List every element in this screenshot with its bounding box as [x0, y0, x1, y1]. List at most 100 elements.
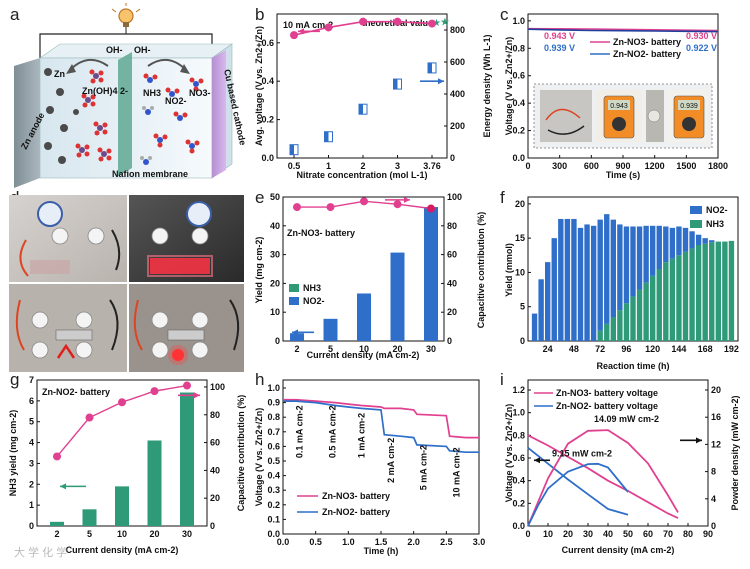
b-energy-point-fill	[428, 62, 432, 73]
b-energy-point-fill	[324, 131, 329, 142]
i-y-tick-label: 0.6	[512, 453, 525, 463]
e-legend-no2-swatch	[289, 297, 299, 305]
panel-label-h: h	[255, 370, 264, 389]
h-current-annotation: 1 mA cm-2	[357, 413, 367, 458]
b-y-tick-label: 0.2	[261, 115, 274, 125]
b-x-tick-label: 1	[326, 161, 331, 171]
panel-b-frame	[276, 13, 448, 159]
h-current-annotation: 5 mA cm-2	[419, 445, 429, 490]
g-xlabel: Current density (mA cm-2)	[66, 545, 179, 555]
f-bar-no2	[551, 238, 557, 341]
c-legend-no2: Zn-NO2- battery	[613, 49, 681, 59]
f-bar-no2	[669, 227, 676, 259]
f-bar-no2	[709, 240, 715, 243]
i-no3-power-curve	[527, 429, 679, 527]
label-zincate: Zn(OH)4 2-	[82, 86, 128, 96]
label-oh-1: OH-	[106, 45, 123, 55]
e-bar-no2	[390, 252, 405, 341]
zincate-molecules	[75, 69, 112, 162]
g-y-tick-label: 7	[29, 375, 34, 385]
g-y2-tick-label: 80	[210, 410, 220, 420]
f-legend-no2: NO2-	[706, 205, 728, 215]
f-bar-nh3	[623, 303, 630, 341]
f-bar-no2	[689, 231, 695, 249]
g-y-tick-label: 3	[29, 458, 34, 468]
f-legend-nh3-swatch	[690, 220, 702, 228]
i-peak-no2: 9.15 mW cm-2	[552, 449, 612, 459]
i-x-tick-label: 60	[643, 529, 653, 539]
h-current-annotation: 0.1 mA cm-2	[295, 405, 305, 458]
f-bar-no2	[630, 226, 636, 297]
i-legend-no2: Zn-NO2- battery voltage	[556, 401, 658, 411]
g-bar-nh3	[115, 486, 129, 526]
watermark: 大 学 化 学	[14, 545, 67, 559]
g-y-tick-label: 2	[29, 479, 34, 489]
f-bar-nh3	[715, 241, 722, 341]
h-x-tick-label: 0.5	[309, 537, 322, 547]
panel-b-chart: 10 mA cm-2 theoretical value ★ Nitrate c…	[254, 13, 492, 180]
g-bar-nh3	[147, 440, 162, 526]
b-y2-tick-label: 400	[450, 89, 465, 99]
i-x-tick-label: 30	[583, 529, 593, 539]
e-y2-tick-label: 20	[447, 307, 457, 317]
panel-label-a: a	[10, 5, 20, 24]
university-logo-icon	[37, 201, 63, 227]
i-left-axis-arrow-head	[534, 457, 540, 464]
b-y-tick-label: 0.4	[261, 76, 274, 86]
c-no3-line	[527, 27, 719, 32]
panel-i-frame	[527, 379, 709, 527]
e-capacitive-point	[360, 197, 368, 206]
c-x-tick-label: 1500	[676, 161, 696, 171]
e-legend-nh3: NH3	[303, 283, 321, 293]
e-y-tick-label: 20	[270, 278, 280, 288]
c-start-no3: 0.943 V	[544, 31, 575, 41]
c-y-tick-label: 0.8	[512, 43, 525, 53]
panel-label-c: c	[500, 5, 509, 24]
f-y-tick-label: 20	[515, 199, 525, 209]
f-legend-nh3: NH3	[706, 219, 724, 229]
i-no2-power-curve	[527, 462, 629, 527]
g-ylabel: NH3 yield (mg cm-2)	[8, 410, 18, 497]
g-y-tick-label: 1	[29, 500, 34, 510]
f-bar-no2	[577, 227, 584, 341]
e-y2label: Capacitive contribution (%)	[476, 212, 486, 329]
f-bar-nh3	[610, 317, 617, 341]
e-capacitive-point	[293, 203, 301, 212]
panel-f-chart: NO2- NH3 Reaction time (h) Yield (mmol) …	[504, 196, 739, 371]
b-y2-tick-label: 0	[450, 153, 455, 163]
b-voltage-point	[428, 19, 436, 28]
c-start-no2: 0.939 V	[544, 43, 575, 53]
h-y-tick-label: 0.4	[267, 471, 280, 481]
g-bar-nh3	[50, 521, 64, 526]
f-x-tick-label: 24	[543, 344, 553, 354]
f-bar-no2	[564, 218, 571, 341]
h-x-tick-label: 3.0	[473, 537, 486, 547]
h-x-tick-label: 2.5	[440, 537, 453, 547]
e-y2-tick-label: 40	[447, 278, 457, 288]
f-bar-no2	[544, 262, 551, 341]
c-end-no3: 0.930 V	[686, 31, 717, 41]
g-y2-tick-label: 20	[210, 493, 220, 503]
e-y-tick-label: 40	[270, 221, 280, 231]
e-legend-no2: NO2-	[303, 296, 325, 306]
f-x-tick-label: 120	[645, 344, 660, 354]
panel-d-photos	[9, 195, 244, 372]
e-xlabel: Current density (mA cm-2)	[307, 350, 420, 360]
g-capacitive-point	[118, 398, 126, 407]
c-y-tick-label: 1.0	[512, 16, 525, 26]
i-x-tick-label: 0	[525, 529, 530, 539]
i-ylabel: Voltage (V vs. Zn2+/Zn)	[504, 404, 514, 503]
f-bar-no2	[623, 226, 630, 304]
h-no2-line	[283, 400, 479, 454]
c-no2-line	[527, 28, 719, 33]
f-bar-no2	[656, 225, 662, 269]
f-legend-no2-swatch	[690, 206, 702, 214]
h-y-tick-label: 0.9	[267, 398, 280, 408]
f-bar-no2	[617, 224, 623, 311]
g-bar-nh3	[180, 392, 194, 526]
f-bar-nh3	[695, 245, 702, 341]
c-ylabel: Voltage (V vs. Zn2+/Zn)	[504, 37, 514, 136]
f-bar-no2	[531, 313, 538, 341]
g-capacitive-point	[85, 413, 94, 422]
h-x-tick-label: 1.5	[375, 537, 388, 547]
